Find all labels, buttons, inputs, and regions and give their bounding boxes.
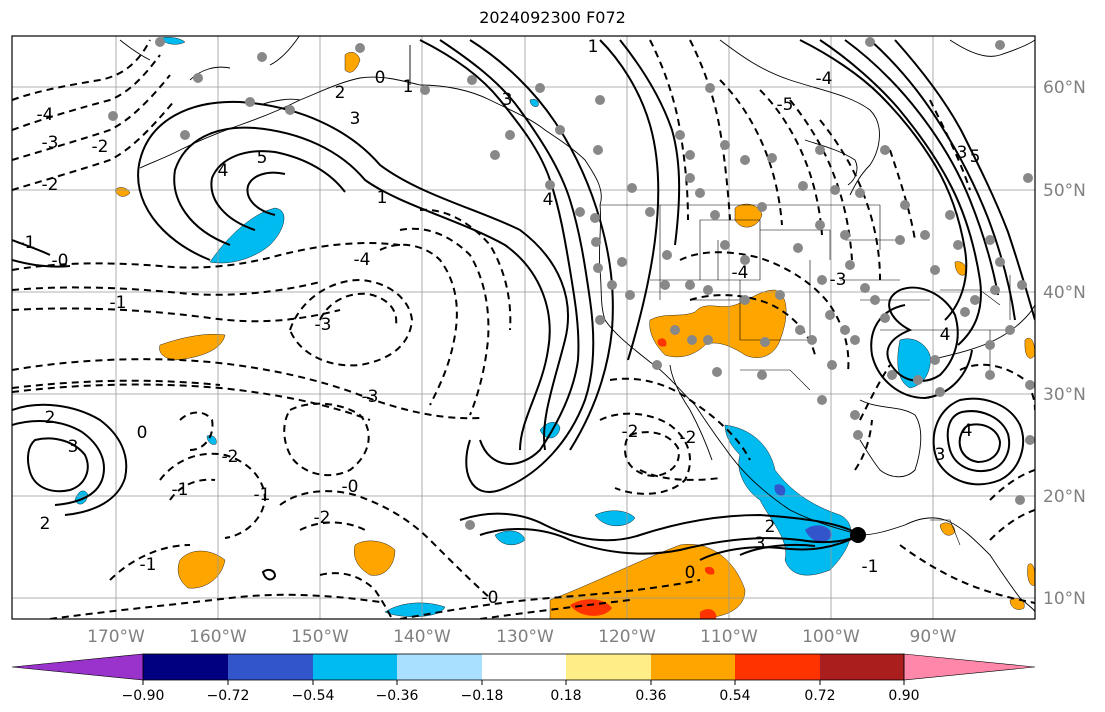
contour-label: -4 — [732, 263, 749, 283]
lon-label: 150°W — [291, 627, 349, 647]
contour-label: -4 — [354, 250, 371, 270]
contour-label: 0 — [137, 423, 148, 443]
colorbar-extend-low — [11, 653, 144, 681]
contour-label: -2 — [680, 428, 697, 448]
contour-label: 1 — [377, 188, 388, 208]
contour-label: 3 — [957, 143, 968, 163]
contour-label: -1 — [862, 557, 879, 577]
contour-label: 2 — [765, 517, 776, 537]
contour-label: 3 — [755, 534, 766, 554]
contour-label: -2 — [92, 137, 109, 157]
contour-label: -2 — [622, 422, 639, 442]
lat-label: 30°N — [1043, 385, 1086, 405]
lon-label: 170°W — [87, 627, 145, 647]
contour-label: -4 — [816, 69, 833, 89]
contour-label: 4 — [940, 325, 951, 345]
solid-contours — [12, 39, 1035, 581]
contour-label: 2 — [335, 83, 346, 103]
contour-label: 4 — [218, 161, 229, 181]
contour-label: 5 — [257, 148, 268, 168]
map-gridlines — [12, 36, 1035, 619]
colorbar-bin — [228, 654, 313, 680]
contour-label: 1 — [403, 77, 414, 97]
colorbar-bin — [651, 654, 735, 680]
colorbar-bin — [735, 654, 820, 680]
colorbar-extend-high — [903, 653, 1036, 681]
colorbar-tick-label: −0.18 — [461, 688, 504, 704]
contour-label: 3 — [350, 109, 361, 129]
lon-label: 140°W — [393, 627, 451, 647]
contour-label: -1 — [19, 233, 36, 253]
colorbar-bin — [313, 654, 397, 680]
contour-label: -1 — [140, 555, 157, 575]
contour-label: 0 — [685, 563, 696, 583]
contour-label: 1 — [588, 37, 599, 57]
lon-label: 130°W — [496, 627, 554, 647]
contour-label: -0 — [482, 588, 499, 608]
contour-label: 3 — [68, 437, 79, 457]
lat-label: 60°N — [1043, 78, 1086, 98]
contour-label: 5 — [970, 147, 981, 167]
contour-labels: 3 4 5 1 2 3 4 0 1 2 3 4 5 3 4 0 2 3 1 3 … — [19, 37, 981, 608]
contour-label: -1 — [110, 293, 127, 313]
contour-label: 4 — [962, 421, 973, 441]
state-borders — [600, 204, 1011, 546]
lat-label: 10°N — [1043, 589, 1086, 609]
latitude-labels: 60°N 50°N 40°N 30°N 20°N 10°N — [1043, 78, 1086, 609]
lon-label: 160°W — [189, 627, 247, 647]
contour-label: 3 — [935, 445, 946, 465]
dashed-contours — [12, 39, 1035, 619]
contour-label: -5 — [777, 95, 794, 115]
storm-center-marker — [850, 527, 866, 543]
contour-label: -3 — [362, 387, 379, 407]
contour-label: -2 — [222, 447, 239, 467]
contour-label: 3 — [502, 90, 513, 110]
colorbar-tick-label: −0.72 — [207, 688, 250, 704]
contour-label: 0 — [375, 68, 386, 88]
shaded-strong-negative-areas — [774, 484, 832, 542]
lon-label: 120°W — [598, 627, 656, 647]
contour-label: -3 — [42, 133, 59, 153]
colorbar-bin — [566, 654, 651, 680]
longitude-labels: 170°W 160°W 150°W 140°W 130°W 120°W 110°… — [87, 627, 957, 647]
lat-label: 20°N — [1043, 487, 1086, 507]
colorbar-tick-label: 0.36 — [635, 688, 666, 704]
colorbar-bin — [397, 654, 482, 680]
colorbar-tick-label: −0.90 — [122, 688, 165, 704]
contour-label: 2 — [40, 514, 51, 534]
contour-label: 2 — [45, 408, 56, 428]
contour-label: -3 — [830, 270, 847, 290]
contour-label: -1 — [254, 485, 271, 505]
contour-label: -1 — [172, 480, 189, 500]
colorbar: −0.90 −0.72 −0.54 −0.36 −0.18 0.18 0.36 … — [11, 653, 1036, 704]
lat-label: 50°N — [1043, 181, 1086, 201]
lon-label: 110°W — [700, 627, 758, 647]
contour-label: -0 — [52, 251, 69, 271]
colorbar-bin — [820, 654, 904, 680]
colorbar-tick-label: 0.18 — [550, 688, 581, 704]
contour-label: 4 — [543, 190, 554, 210]
colorbar-tick-label: −0.36 — [376, 688, 419, 704]
colorbar-tick-label: 0.90 — [888, 688, 919, 704]
colorbar-bin — [143, 654, 228, 680]
contour-label: -3 — [315, 315, 332, 335]
colorbar-bin — [482, 654, 566, 680]
lon-label: 90°W — [910, 627, 957, 647]
colorbar-tick-label: 0.54 — [719, 688, 750, 704]
station-markers — [108, 37, 1035, 530]
lon-label: 100°W — [802, 627, 860, 647]
colorbar-tick-label: −0.54 — [292, 688, 335, 704]
contour-label: -4 — [37, 105, 54, 125]
contour-label: -2 — [314, 508, 331, 528]
contour-label: -2 — [42, 175, 59, 195]
map-frame — [11, 35, 1036, 620]
lat-label: 40°N — [1043, 283, 1086, 303]
contour-label: -0 — [342, 477, 359, 497]
map-title: 2024092300 F072 — [479, 8, 626, 27]
colorbar-tick-label: 0.72 — [804, 688, 835, 704]
